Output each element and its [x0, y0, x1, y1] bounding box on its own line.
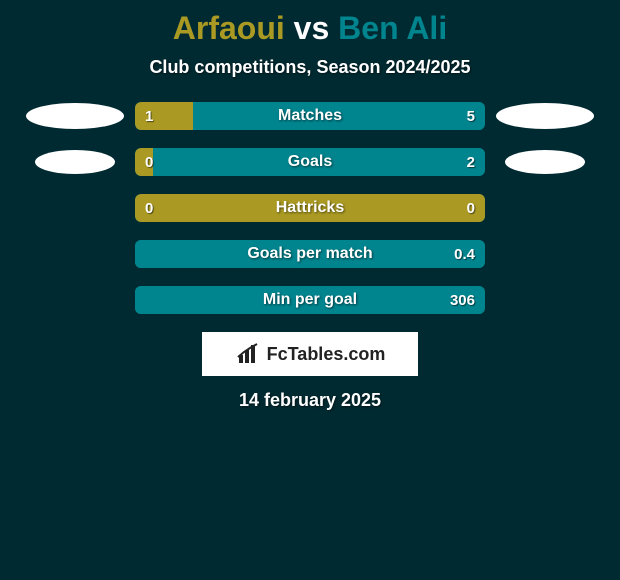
stat-right-side [485, 103, 605, 129]
stat-bar: 306Min per goal [135, 286, 485, 314]
stat-bar-left-fill [135, 194, 485, 222]
player-ellipse-left [26, 103, 124, 129]
stat-left-value: 1 [145, 102, 153, 130]
stat-right-value: 0.4 [454, 240, 475, 268]
stat-row: 306Min per goal [0, 286, 620, 314]
stat-rows: 15Matches02Goals00Hattricks0.4Goals per … [0, 102, 620, 314]
stat-right-value: 306 [450, 286, 475, 314]
stat-bar-right-fill [135, 240, 485, 268]
brand-box: FcTables.com [202, 332, 418, 376]
player-ellipse-right [496, 103, 594, 129]
stat-right-value: 5 [467, 102, 475, 130]
stat-right-side [485, 150, 605, 174]
stat-left-side [15, 103, 135, 129]
stat-bar: 02Goals [135, 148, 485, 176]
stat-left-side [15, 150, 135, 174]
stat-bar: 0.4Goals per match [135, 240, 485, 268]
title-left-player: Arfaoui [173, 10, 285, 46]
stat-left-value: 0 [145, 194, 153, 222]
title-right-player: Ben Ali [338, 10, 447, 46]
player-ellipse-right [505, 150, 585, 174]
stat-bar: 00Hattricks [135, 194, 485, 222]
subtitle: Club competitions, Season 2024/2025 [0, 57, 620, 78]
player-ellipse-left [35, 150, 115, 174]
stat-row: 02Goals [0, 148, 620, 176]
stat-left-value: 0 [145, 148, 153, 176]
stat-bar-left-fill [135, 102, 193, 130]
comparison-infographic: Arfaoui vs Ben Ali Club competitions, Se… [0, 0, 620, 580]
date-text: 14 february 2025 [0, 390, 620, 411]
stat-bar: 15Matches [135, 102, 485, 130]
stat-row: 00Hattricks [0, 194, 620, 222]
stat-bar-right-fill [153, 148, 486, 176]
page-title: Arfaoui vs Ben Ali [0, 10, 620, 47]
stat-bar-right-fill [135, 286, 485, 314]
stat-right-value: 0 [467, 194, 475, 222]
stat-bar-right-fill [193, 102, 485, 130]
bar-chart-icon [235, 343, 261, 365]
stat-row: 15Matches [0, 102, 620, 130]
brand-text: FcTables.com [267, 344, 386, 365]
stat-right-value: 2 [467, 148, 475, 176]
stat-row: 0.4Goals per match [0, 240, 620, 268]
title-vs: vs [294, 10, 330, 46]
